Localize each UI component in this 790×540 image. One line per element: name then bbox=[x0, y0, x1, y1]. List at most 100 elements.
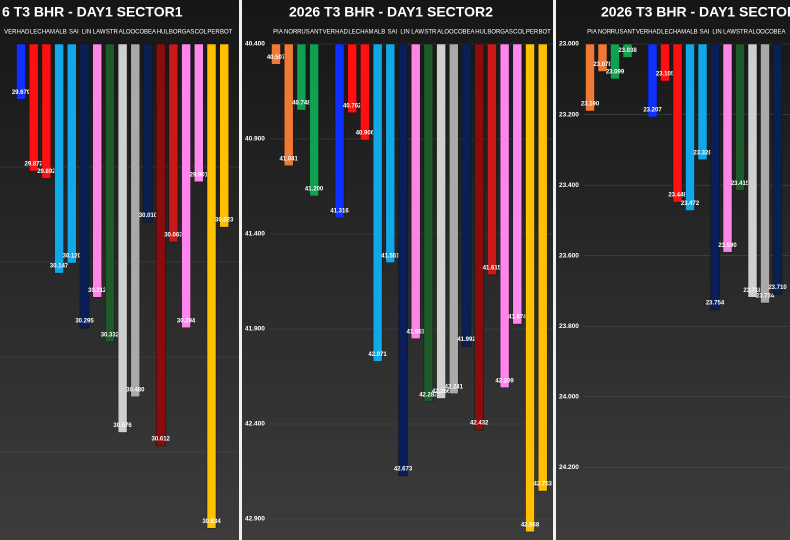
value-label: 30.010 bbox=[139, 213, 158, 219]
bar bbox=[710, 43, 720, 311]
value-label: 23.190 bbox=[581, 102, 600, 108]
bar bbox=[525, 43, 535, 533]
bar bbox=[385, 43, 396, 263]
value-label: 42.209 bbox=[495, 378, 514, 384]
bar bbox=[499, 43, 510, 388]
bar bbox=[372, 43, 383, 362]
x-category-label: BOT bbox=[539, 30, 552, 36]
bar bbox=[360, 43, 370, 141]
value-label: 40.762 bbox=[343, 103, 362, 109]
panel-divider bbox=[239, 0, 242, 540]
bar bbox=[585, 43, 595, 112]
bar bbox=[697, 43, 708, 160]
y-tick-label: 42.400 bbox=[245, 421, 265, 428]
panel: 6 T3 BHR - DAY1 SECTOR1 VER HAD 29.679 LEC 29… bbox=[0, 4, 239, 529]
chart-title: 6 T3 BHR - DAY1 SECTOR1 bbox=[2, 4, 183, 20]
value-label: 23.472 bbox=[681, 201, 700, 207]
y-tick-label: 41.400 bbox=[245, 231, 265, 238]
value-label: 41.316 bbox=[330, 209, 349, 215]
x-category-label: LAW bbox=[723, 30, 736, 36]
x-category-label: HAD bbox=[648, 30, 661, 36]
bar bbox=[660, 43, 670, 82]
bar bbox=[347, 43, 357, 114]
value-label: 42.968 bbox=[521, 522, 540, 528]
value-label: 41.992 bbox=[457, 337, 476, 343]
x-category-label: BOR bbox=[487, 30, 501, 36]
y-tick-label: 24.000 bbox=[559, 394, 579, 401]
value-label: 23.415 bbox=[731, 181, 750, 187]
bar bbox=[206, 43, 217, 529]
value-label: 30.576 bbox=[113, 423, 132, 429]
x-category-label: LIN bbox=[712, 30, 721, 36]
bar bbox=[537, 43, 548, 492]
bar bbox=[672, 43, 683, 203]
value-label: 30.023 bbox=[215, 218, 234, 224]
chart-title: 2026 T3 BHR - DAY1 SECTOR2 bbox=[289, 4, 493, 20]
value-label: 23.718 bbox=[743, 288, 762, 294]
x-category-label: ALO bbox=[748, 30, 760, 36]
x-category-label: OCO bbox=[449, 30, 463, 36]
value-label: 42.071 bbox=[368, 352, 387, 358]
bar bbox=[597, 43, 608, 72]
x-category-label: LEC bbox=[348, 30, 360, 36]
x-category-label: ALB bbox=[374, 30, 385, 36]
y-tick-label: 23.400 bbox=[559, 182, 579, 189]
bar bbox=[449, 43, 459, 395]
bar bbox=[117, 43, 128, 433]
x-category-label: ALB bbox=[55, 30, 66, 36]
x-category-label: STR bbox=[424, 30, 437, 36]
value-label: 40.748 bbox=[292, 101, 311, 107]
value-label: 30.294 bbox=[177, 318, 196, 324]
bar bbox=[461, 43, 472, 347]
bar bbox=[79, 43, 90, 329]
x-category-label: ALO bbox=[437, 30, 449, 36]
x-category-label: COL bbox=[195, 30, 208, 36]
y-tick-label: 23.200 bbox=[559, 111, 579, 118]
value-label: 30.834 bbox=[202, 519, 221, 525]
value-label: 29.901 bbox=[190, 172, 209, 178]
value-label: 40.507 bbox=[267, 55, 286, 61]
bar bbox=[512, 43, 523, 325]
x-category-label: GAS bbox=[500, 30, 513, 36]
value-label: 23.078 bbox=[593, 62, 612, 68]
y-tick-label: 40.900 bbox=[245, 136, 265, 143]
value-label: 23.328 bbox=[693, 150, 712, 156]
value-label: 23.099 bbox=[606, 70, 625, 76]
y-tick-label: 24.200 bbox=[559, 464, 579, 471]
bar bbox=[722, 43, 733, 253]
x-category-label: HAM bbox=[360, 30, 373, 36]
x-category-label: ANT bbox=[624, 30, 636, 36]
value-label: 23.038 bbox=[618, 48, 637, 54]
x-category-label: OCO bbox=[760, 30, 774, 36]
bar bbox=[54, 43, 64, 274]
y-tick-label: 23.800 bbox=[559, 323, 579, 330]
bar bbox=[410, 43, 421, 339]
bar bbox=[28, 43, 39, 172]
value-label: 42.283 bbox=[419, 392, 438, 398]
x-category-label: LIN bbox=[82, 30, 91, 36]
chart-title: 2026 T3 BHR - DAY1 SECTOR bbox=[601, 4, 790, 20]
bar bbox=[219, 43, 229, 228]
x-category-label: VER bbox=[4, 30, 17, 36]
x-category-label: HUL bbox=[475, 30, 488, 36]
value-label: 29.892 bbox=[37, 169, 56, 175]
bar bbox=[398, 43, 408, 477]
bar bbox=[747, 43, 758, 298]
panel-divider bbox=[553, 0, 556, 540]
x-category-label: HAM bbox=[673, 30, 686, 36]
value-label: 23.734 bbox=[756, 294, 775, 300]
bar bbox=[41, 43, 52, 179]
x-category-label: PER bbox=[207, 30, 220, 36]
x-category-label: HAM bbox=[42, 30, 55, 36]
bar bbox=[130, 43, 141, 398]
bar bbox=[685, 43, 695, 211]
x-category-label: LEC bbox=[30, 30, 42, 36]
x-category-label: STR bbox=[106, 30, 119, 36]
value-label: 30.480 bbox=[126, 387, 145, 393]
x-category-label: NOR bbox=[598, 30, 612, 36]
bar bbox=[155, 43, 166, 447]
value-label: 23.710 bbox=[768, 285, 787, 291]
value-label: 42.432 bbox=[470, 421, 489, 427]
bar bbox=[92, 43, 102, 298]
